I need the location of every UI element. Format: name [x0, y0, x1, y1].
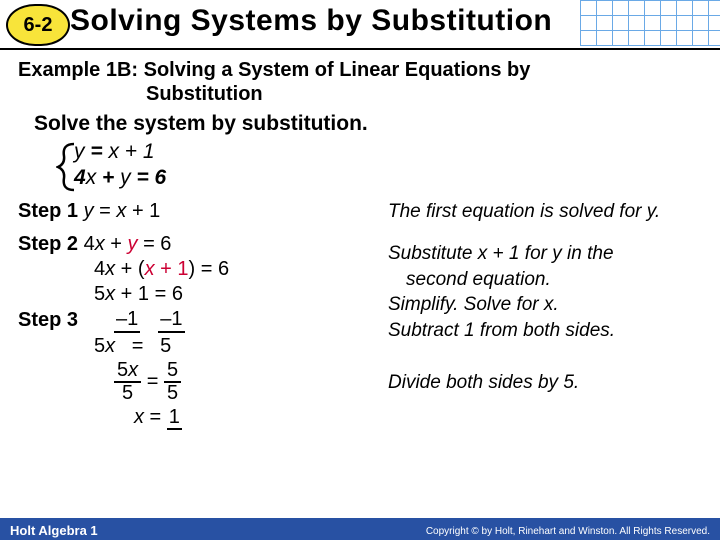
- step1-row: Step 1 y = x + 1: [18, 200, 368, 223]
- eq1-equals: =: [85, 140, 109, 163]
- anno1: The first equation is solved for y.: [388, 200, 720, 224]
- content-area: Example 1B: Solving a System of Linear E…: [18, 58, 702, 192]
- step2-label: Step 2: [18, 233, 78, 255]
- s2l1-4: 4: [84, 233, 95, 255]
- a2a: Substitute: [388, 243, 478, 264]
- final-x: x: [134, 406, 144, 428]
- anno2-line2: second equation.: [406, 268, 720, 292]
- system-eq1: y = x + 1: [74, 140, 702, 164]
- frac-eq: =: [147, 370, 164, 392]
- frac2-den: 5: [164, 383, 181, 404]
- a3a: Simplify. Solve for: [388, 294, 544, 315]
- example-line2: Substitution: [146, 82, 702, 106]
- footer-course: Holt Algebra 1: [10, 523, 98, 538]
- brace-icon: [56, 142, 78, 192]
- s1-y: y: [84, 200, 94, 222]
- step3-label: Step 3: [18, 309, 78, 332]
- slide-title: Solving Systems by Substitution: [70, 4, 552, 38]
- s2l3-5: 5: [94, 283, 105, 305]
- eq1-rhs: x + 1: [108, 140, 154, 163]
- s2l1-eq6: = 6: [138, 233, 172, 255]
- frac-right: 5 5: [164, 360, 181, 404]
- s2l2-sub-r: + 1: [155, 258, 189, 280]
- frac-den-5: 5: [114, 383, 141, 404]
- s3-minus-a: –1: [114, 308, 140, 333]
- a2d: y: [552, 243, 562, 264]
- anno4: Subtract 1 from both sides.: [388, 319, 720, 343]
- eq2-y: y: [120, 166, 131, 189]
- s2l3-x: x: [105, 283, 115, 305]
- example-heading: Example 1B: Solving a System of Linear E…: [18, 58, 702, 106]
- s2l3-rest: + 1 = 6: [115, 283, 183, 305]
- step3-fracline: 5x 5 = 5 5: [114, 360, 368, 404]
- step2-line3: 5x + 1 = 6: [94, 283, 368, 306]
- footer-copyright: Copyright © by Holt, Rinehart and Winsto…: [426, 526, 710, 537]
- s3l2-eq5: = 5: [115, 335, 171, 357]
- example-line1: Example 1B: Solving a System of Linear E…: [18, 59, 530, 81]
- frac-left: 5x 5: [114, 360, 141, 404]
- s3-minus-b: –1: [158, 308, 184, 333]
- s3l2-x: x: [105, 335, 115, 357]
- instruction: Solve the system by substitution.: [34, 112, 702, 136]
- header-grid-bg: [580, 0, 720, 46]
- s2l2-sub-x: x: [145, 258, 155, 280]
- steps-left-column: Step 1 y = x + 1 Step 2 4x + y = 6 4x + …: [18, 200, 368, 431]
- s1-x: x: [116, 200, 126, 222]
- a2e: in the: [562, 243, 614, 264]
- s1-rest: + 1: [126, 200, 160, 222]
- s3l2-5: 5: [94, 335, 105, 357]
- step3-line1: Step 3 –1 –1: [18, 308, 368, 333]
- a2c: for: [520, 243, 553, 264]
- annotations-column: The first equation is solved for y. Subs…: [388, 200, 720, 397]
- s2l2-plus-paren: + (: [115, 258, 144, 280]
- s2l1-plus: +: [105, 233, 128, 255]
- section-badge: 6-2: [6, 4, 70, 46]
- frac2-num: 5: [164, 360, 181, 383]
- frac-num-5: 5: [117, 359, 128, 381]
- final-val: 1: [167, 406, 182, 430]
- anno2-line1: Substitute x + 1 for y in the: [388, 242, 720, 266]
- final-eq: =: [144, 406, 167, 428]
- step2-line1: Step 2 4x + y = 6: [18, 233, 368, 256]
- step1-label: Step 1: [18, 200, 78, 222]
- a2b: x + 1: [478, 243, 520, 264]
- eq2-x: x: [86, 166, 97, 189]
- s1-eq: =: [94, 200, 117, 222]
- s2l2-4: 4: [94, 258, 105, 280]
- frac-num-x: x: [128, 359, 138, 381]
- slide: 6-2 Solving Systems by Substitution Exam…: [0, 0, 720, 540]
- step2-line2: 4x + (x + 1) = 6: [94, 258, 368, 281]
- step3-line2: 5x = 5: [94, 335, 368, 358]
- equation-system: y = x + 1 4x + y = 6: [74, 140, 702, 190]
- eq2-eq6: = 6: [131, 166, 167, 189]
- anno3: Simplify. Solve for x.: [388, 293, 720, 317]
- a3b: x.: [544, 294, 559, 315]
- step3-final: x = 1: [134, 406, 368, 429]
- header-bar: 6-2 Solving Systems by Substitution: [0, 0, 720, 50]
- s2l2-x: x: [105, 258, 115, 280]
- eq2-plus: +: [96, 166, 120, 189]
- s2l2-close: ) = 6: [189, 258, 230, 280]
- anno5: Divide both sides by 5.: [388, 371, 720, 395]
- s2l1-x: x: [95, 233, 105, 255]
- s2l1-y: y: [128, 233, 138, 255]
- system-eq2: 4x + y = 6: [74, 166, 702, 190]
